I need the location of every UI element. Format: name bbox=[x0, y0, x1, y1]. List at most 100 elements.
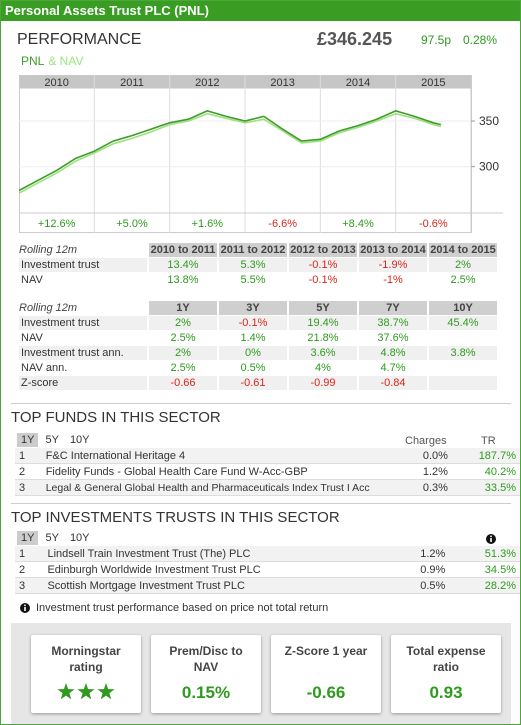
total-return: 51.3% bbox=[449, 546, 520, 562]
list-table: 1 Lindsell Train Investment Trust (The) P… bbox=[15, 546, 520, 594]
legend: PNL & NAV bbox=[21, 54, 87, 68]
row-label: Investment trust ann. bbox=[19, 346, 147, 360]
cell: 13.4% bbox=[149, 258, 217, 272]
period-table: Rolling 12m 1Y 3Y 5Y 7Y 10Y Investment trust 2%… bbox=[17, 300, 499, 391]
column-header: 5Y bbox=[289, 301, 357, 315]
cell: 4.8% bbox=[359, 346, 427, 360]
row-header-title: Rolling 12m bbox=[19, 302, 78, 314]
price: £346.245 bbox=[317, 29, 393, 49]
period-return: +12.6% bbox=[38, 218, 76, 230]
row-label: Z-score bbox=[19, 376, 147, 390]
card-value: 0.93 bbox=[429, 683, 463, 702]
data-table: Rolling 12m 1Y 3Y 5Y 7Y 10Y Investment trust 2%… bbox=[17, 300, 499, 391]
column-header: 7Y bbox=[359, 301, 427, 315]
rolling-table: Rolling 12m 2010 to 2011 2011 to 2012 2012 … bbox=[17, 242, 499, 288]
period-return: +5.0% bbox=[116, 218, 148, 230]
fund-name: Lindsell Train Investment Trust (The) PL… bbox=[43, 546, 394, 562]
column-header: 1Y bbox=[149, 301, 217, 315]
card-title: Z-Score 1 year bbox=[284, 644, 368, 658]
table-row: NAV ann. 2.5% 0.5% 4% 4.7% bbox=[19, 361, 497, 375]
header-row: Rolling 12m 2010 to 2011 2011 to 2012 2012 … bbox=[19, 243, 497, 257]
info-icon bbox=[20, 603, 30, 613]
header-title: Personal Assets Trust PLC (PNL) bbox=[1, 1, 520, 21]
period-label: 2014 bbox=[346, 77, 370, 89]
row-label: Investment trust bbox=[19, 316, 147, 330]
column-header: 2013 to 2014 bbox=[359, 243, 427, 257]
stat-card: Prem/Disc to NAV 0.15% bbox=[151, 635, 261, 713]
fund-name: Edinburgh Worldwide Investment Trust PLC bbox=[43, 562, 394, 578]
cell: 0% bbox=[219, 346, 287, 360]
row-header-title: Rolling 12m bbox=[19, 244, 78, 256]
tabs: 1Y 5Y 10Y bbox=[17, 433, 97, 447]
cell: 4.7% bbox=[380, 362, 406, 374]
star bbox=[57, 683, 75, 700]
cell: 0.5% bbox=[240, 362, 266, 374]
trust-list: 1 Lindsell Train Investment Trust (The) P… bbox=[15, 546, 520, 594]
cell: 3.8% bbox=[429, 346, 497, 360]
section-title: TOP INVESTMENTS TRUSTS IN THIS SECTOR bbox=[11, 503, 511, 526]
tab[interactable]: 10Y bbox=[69, 434, 90, 446]
cell: -0.1% bbox=[308, 274, 338, 286]
cell: 38.7% bbox=[359, 316, 427, 330]
header-row: Rolling 12m 1Y 3Y 5Y 7Y 10Y bbox=[19, 301, 497, 315]
card-title: Morningstar rating bbox=[51, 644, 121, 674]
table-row: Investment trust 13.4% 5.3% -0.1% -1.9% 2% bbox=[19, 258, 497, 272]
y-tick-label: 300 bbox=[479, 160, 499, 174]
tab[interactable]: 5Y bbox=[45, 434, 59, 446]
column-header: 2012 to 2013 bbox=[289, 243, 357, 257]
total-return: 40.2% bbox=[451, 464, 520, 480]
card-title: Prem/Disc to NAV bbox=[169, 644, 243, 674]
rank: 1 bbox=[15, 546, 44, 562]
table-row: Z-score -0.66 -0.61 -0.99 -0.84 bbox=[19, 376, 497, 390]
fund-name: Fidelity Funds - Global Health Care Fund… bbox=[41, 464, 400, 480]
charge: 0.0% bbox=[399, 448, 452, 464]
cell: 2.5% bbox=[170, 332, 196, 344]
cell: 3.6% bbox=[289, 346, 357, 360]
cell: -1% bbox=[383, 274, 403, 286]
cell bbox=[429, 376, 497, 390]
card-value: 0.15% bbox=[181, 683, 231, 702]
row-label: NAV bbox=[21, 274, 43, 286]
stat-card: Total expense ratio 0.93 bbox=[391, 635, 501, 713]
list-row: 1 F&C International Heritage 4 0.0% 187.7% bbox=[15, 448, 520, 464]
tab[interactable]: 1Y bbox=[17, 433, 39, 447]
tab[interactable]: 10Y bbox=[69, 532, 90, 544]
cell: -0.1% bbox=[219, 316, 287, 330]
list-row: 1 Lindsell Train Investment Trust (The) P… bbox=[15, 546, 520, 562]
table-row: NAV 13.8% 5.5% -0.1% -1% 2.5% bbox=[19, 273, 497, 287]
column-header: TR bbox=[481, 435, 496, 447]
y-tick-label: 350 bbox=[479, 114, 499, 128]
note: Investment trust performance based on pr… bbox=[36, 602, 329, 614]
period-label: 2012 bbox=[195, 77, 219, 89]
charge: 1.2% bbox=[399, 464, 452, 480]
table-row: Investment trust 2% -0.1% 19.4% 38.7% 45.4% bbox=[19, 316, 497, 330]
column-header: 2010 to 2011 bbox=[149, 243, 217, 257]
cell: 21.8% bbox=[307, 332, 339, 344]
cell: -0.66 bbox=[149, 376, 217, 390]
cell: 5.3% bbox=[219, 258, 287, 272]
period-label: 2015 bbox=[421, 77, 445, 89]
price-change: 97.5p bbox=[421, 33, 452, 47]
period-return: -0.6% bbox=[419, 218, 448, 230]
cell: -1.9% bbox=[359, 258, 427, 272]
cell: 1.4% bbox=[240, 332, 266, 344]
column-header: 10Y bbox=[429, 301, 497, 315]
row-label: NAV bbox=[21, 332, 43, 344]
charge: 0.9% bbox=[393, 562, 450, 578]
cell: 19.4% bbox=[289, 316, 357, 330]
section-title: PERFORMANCE bbox=[17, 31, 142, 48]
cell: 45.4% bbox=[429, 316, 497, 330]
tab[interactable]: 5Y bbox=[45, 532, 59, 544]
info-icon[interactable] bbox=[485, 533, 497, 545]
period-label: 2011 bbox=[120, 77, 144, 89]
cell: 13.8% bbox=[167, 274, 199, 286]
fund-name: Scottish Mortgage Investment Trust PLC bbox=[43, 578, 394, 594]
price-change-pct: 0.28% bbox=[463, 33, 498, 47]
star bbox=[77, 683, 95, 700]
total-return: 34.5% bbox=[449, 562, 520, 578]
data-table: Rolling 12m 2010 to 2011 2011 to 2012 2012 … bbox=[17, 242, 499, 288]
table-row: Investment trust ann. 2% 0% 3.6% 4.8% 3.8% bbox=[19, 346, 497, 360]
stat-card: Z-Score 1 year -0.66 bbox=[271, 635, 381, 713]
tab[interactable]: 1Y bbox=[17, 531, 39, 545]
